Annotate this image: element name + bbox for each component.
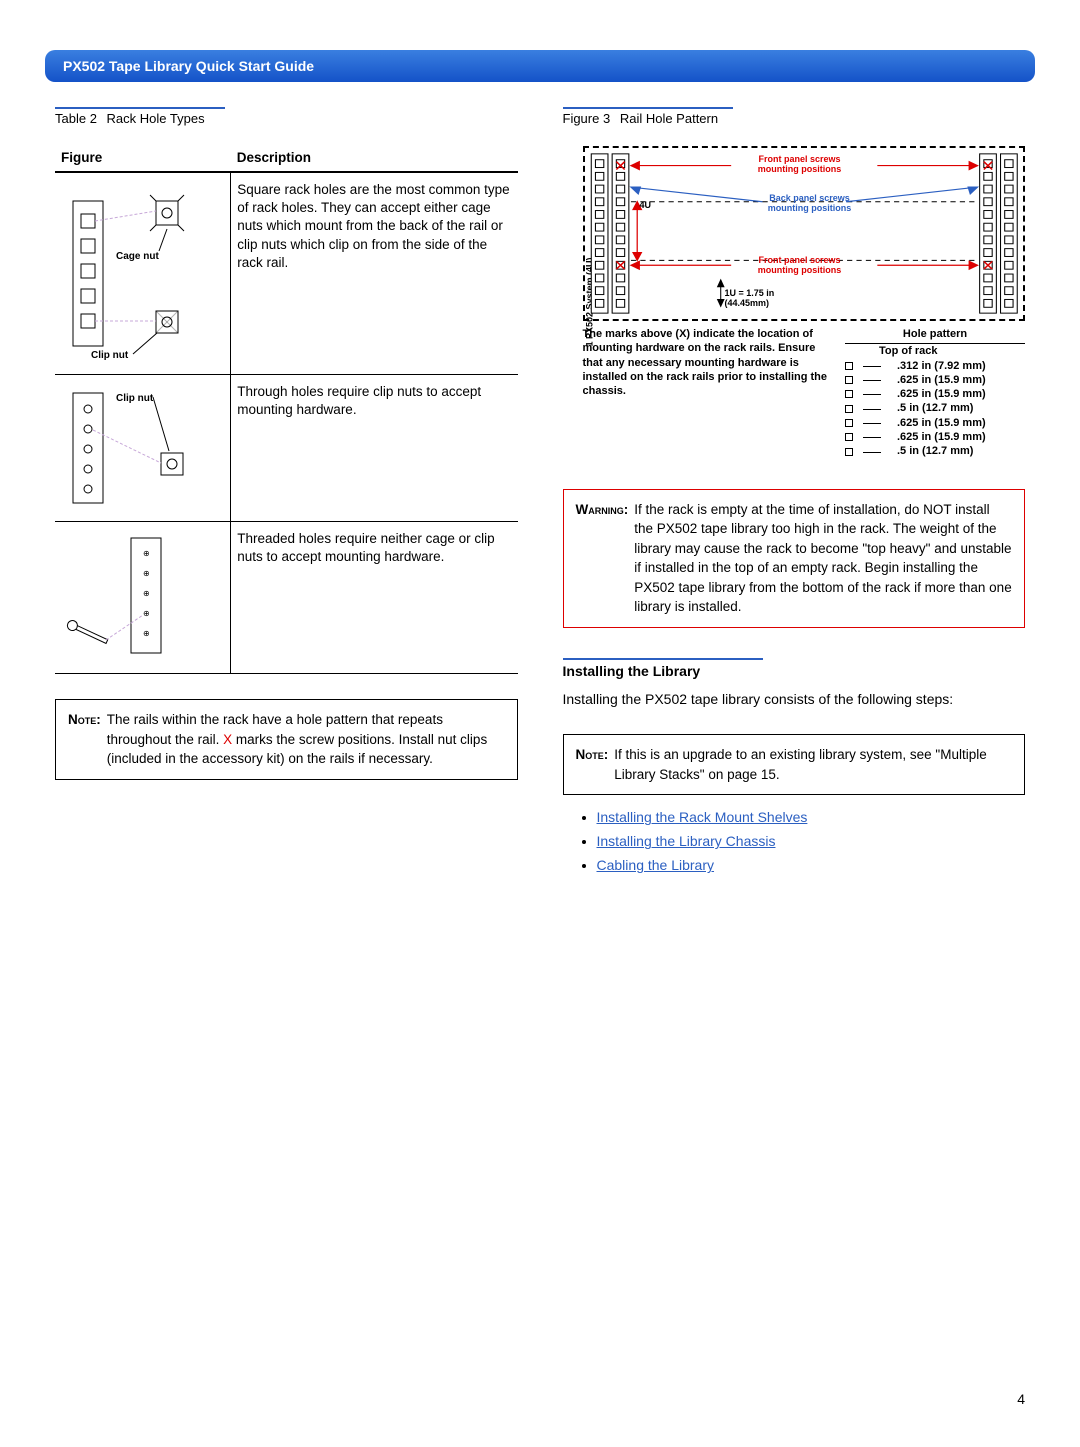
front-screws-top-label: Front panel screws mounting positions — [735, 155, 865, 175]
hole-dash-icon — [863, 389, 887, 399]
note-box: Note: The rails within the rack have a h… — [55, 699, 518, 780]
desc-through-holes: Through holes require clip nuts to accep… — [231, 375, 518, 522]
hole-pattern-title: Hole pattern — [845, 327, 1025, 341]
section-rule — [563, 658, 763, 660]
list-item: Cabling the Library — [597, 857, 1026, 873]
svg-text:⊕: ⊕ — [143, 569, 150, 578]
through-holes-illustration: Clip nut — [61, 383, 211, 513]
warning-box: Warning: If the rack is empty at the tim… — [563, 489, 1026, 628]
hole-pattern-row: .625 in (15.9 mm) — [845, 387, 1025, 401]
section-heading: Installing the Library — [563, 663, 1026, 679]
svg-text:Clip nut: Clip nut — [116, 393, 154, 404]
hole-value: .312 in (7.92 mm) — [897, 359, 986, 373]
install-step-link[interactable]: Installing the Rack Mount Shelves — [597, 809, 808, 825]
hole-square-icon — [845, 405, 853, 413]
desc-square-holes: Square rack holes are the most common ty… — [231, 172, 518, 375]
table-caption-label: Table 2 — [55, 111, 97, 126]
back-screws-label: Back panel screws mounting positions — [745, 194, 875, 214]
figure-cell-threaded-holes: ⊕ ⊕ ⊕ ⊕ ⊕ — [55, 522, 231, 674]
hole-pattern-row: .625 in (15.9 mm) — [845, 416, 1025, 430]
hole-pattern-row: .5 in (12.7 mm) — [845, 401, 1025, 415]
hole-value: .625 in (15.9 mm) — [897, 387, 986, 401]
hole-square-icon — [845, 448, 853, 456]
rail-pattern-diagram: Front panel screws mounting positions Ba… — [583, 146, 1026, 321]
note2-label: Note: — [576, 745, 609, 784]
figure-cell-square-holes: Cage nut Clip nut — [55, 172, 231, 375]
right-column: Figure 3 Rail Hole Pattern 1 PX502 Syste… — [563, 107, 1026, 881]
warning-text: If the rack is empty at the time of inst… — [634, 500, 1012, 617]
desc-threaded-holes: Threaded holes require neither cage or c… — [231, 522, 518, 674]
svg-text:⊕: ⊕ — [143, 549, 150, 558]
diagram-footer: The marks above (X) indicate the locatio… — [563, 327, 1026, 459]
table-row: ⊕ ⊕ ⊕ ⊕ ⊕ — [55, 522, 518, 674]
warning-label: Warning: — [576, 500, 629, 617]
square-holes-illustration: Cage nut Clip nut — [61, 181, 211, 366]
svg-text:Cage nut: Cage nut — [116, 251, 159, 262]
th-figure: Figure — [55, 146, 231, 172]
figure-caption-label: Figure 3 — [563, 111, 611, 126]
rack-hole-table: Figure Description — [55, 146, 518, 674]
install-step-link[interactable]: Cabling the Library — [597, 857, 715, 873]
table-caption-text: Rack Hole Types — [107, 111, 205, 126]
svg-text:⊕: ⊕ — [143, 629, 150, 638]
threaded-holes-illustration: ⊕ ⊕ ⊕ ⊕ ⊕ — [61, 530, 211, 665]
figure-caption-text: Rail Hole Pattern — [620, 111, 718, 126]
hole-square-icon — [845, 390, 853, 398]
section-intro: Installing the PX502 tape library consis… — [563, 689, 1026, 709]
rail-pattern-diagram-wrap: 1 PX502 System (4U) — [563, 146, 1026, 459]
red-x-marker: X — [223, 732, 232, 747]
hole-dash-icon — [863, 432, 887, 442]
hole-pattern-box: Hole pattern Top of rack .312 in (7.92 m… — [845, 327, 1025, 459]
hole-pattern-row: .625 in (15.9 mm) — [845, 430, 1025, 444]
hole-dash-icon — [863, 361, 887, 371]
hole-pattern-row: .312 in (7.92 mm) — [845, 359, 1025, 373]
hole-square-icon — [845, 433, 853, 441]
hole-pattern-row: .5 in (12.7 mm) — [845, 444, 1025, 458]
figure-caption: Figure 3 Rail Hole Pattern — [563, 111, 1026, 126]
hole-value: .625 in (15.9 mm) — [897, 373, 986, 387]
svg-text:⊕: ⊕ — [143, 589, 150, 598]
hole-square-icon — [845, 362, 853, 370]
hole-dash-icon — [863, 375, 887, 385]
hole-top-row: Top of rack — [845, 344, 1025, 358]
marks-explanation: The marks above (X) indicate the locatio… — [583, 327, 828, 459]
four-u-label: 4U — [640, 200, 652, 210]
note-text: The rails within the rack have a hole pa… — [107, 710, 505, 769]
note2-text: If this is an upgrade to an existing lib… — [614, 745, 1012, 784]
hole-square-icon — [845, 376, 853, 384]
list-item: Installing the Library Chassis — [597, 833, 1026, 849]
page-number: 4 — [1017, 1391, 1025, 1407]
two-column-layout: Table 2 Rack Hole Types Figure Descripti… — [0, 82, 1080, 881]
hole-value: .625 in (15.9 mm) — [897, 416, 986, 430]
upgrade-note-box: Note: If this is an upgrade to an existi… — [563, 734, 1026, 795]
hole-dash-icon — [863, 404, 887, 414]
table-caption: Table 2 Rack Hole Types — [55, 111, 518, 126]
note-label: Note: — [68, 710, 101, 769]
hole-value: .5 in (12.7 mm) — [897, 444, 973, 458]
install-step-link[interactable]: Installing the Library Chassis — [597, 833, 776, 849]
front-screws-bottom-label: Front panel screws mounting positions — [735, 256, 865, 276]
th-description: Description — [231, 146, 518, 172]
list-item: Installing the Rack Mount Shelves — [597, 809, 1026, 825]
hole-value: .5 in (12.7 mm) — [897, 401, 973, 415]
table-row: Clip nut Through holes require clip nuts… — [55, 375, 518, 522]
hole-value: .625 in (15.9 mm) — [897, 430, 986, 444]
header-bar: PX502 Tape Library Quick Start Guide — [45, 50, 1035, 82]
header-title: PX502 Tape Library Quick Start Guide — [63, 58, 314, 74]
hole-pattern-row: .625 in (15.9 mm) — [845, 373, 1025, 387]
hole-dash-icon — [863, 418, 887, 428]
hole-square-icon — [845, 419, 853, 427]
hole-dash-icon — [863, 447, 887, 457]
left-column: Table 2 Rack Hole Types Figure Descripti… — [55, 107, 518, 881]
svg-text:⊕: ⊕ — [143, 609, 150, 618]
table-row: Cage nut Clip nut — [55, 172, 518, 375]
unit-conversion: 1U = 1.75 in (44.45mm) — [725, 288, 775, 308]
svg-text:Clip nut: Clip nut — [91, 350, 129, 361]
caption-rule — [563, 107, 733, 109]
install-steps-list: Installing the Rack Mount Shelves Install… — [563, 809, 1026, 873]
figure-cell-through-holes: Clip nut — [55, 375, 231, 522]
caption-rule — [55, 107, 225, 109]
